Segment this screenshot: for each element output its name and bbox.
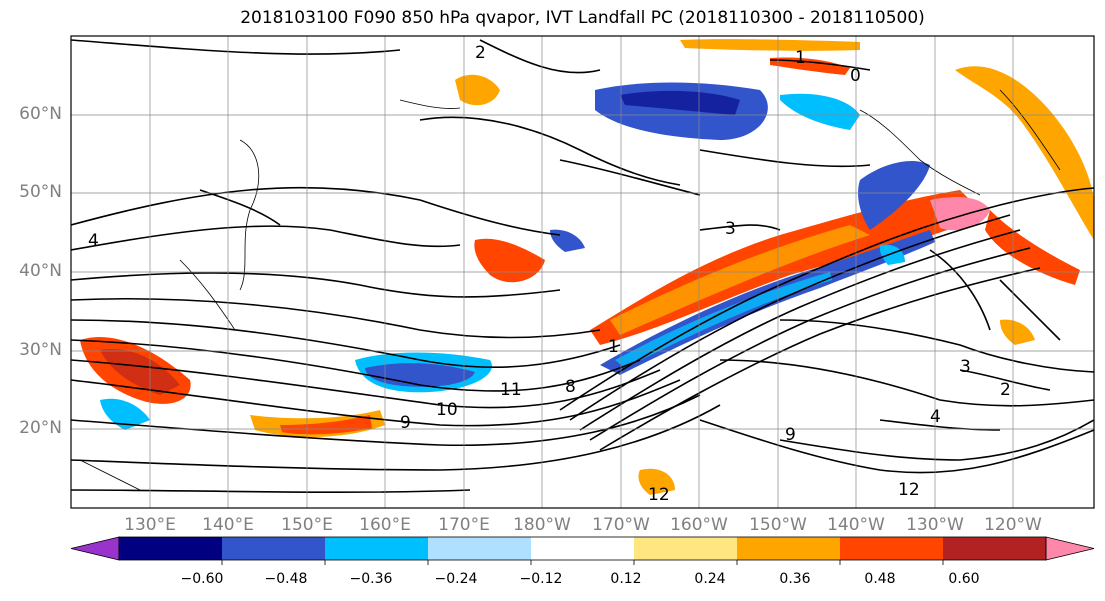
lon-label: 130°W [906, 515, 964, 535]
lon-label: 160°E [359, 515, 411, 535]
graticule [71, 36, 1094, 508]
colorbar-segment [737, 537, 841, 560]
contour-label: 1 [795, 48, 806, 68]
lon-label: 150°W [749, 515, 807, 535]
lon-label: 170°W [592, 515, 650, 535]
contour-label: 2 [1000, 380, 1011, 400]
colorbar-tick-label: 0.36 [779, 571, 811, 587]
contour-label: 1 [608, 337, 619, 357]
colorbar-segment [840, 537, 944, 560]
contour-label: 4 [88, 231, 99, 251]
colorbar-segment [943, 537, 1047, 560]
colorbar-segment [428, 537, 532, 560]
colorbar-tick-label: 0.24 [694, 571, 726, 587]
colorbar-extend-min [70, 536, 120, 561]
contour-labels: 1 0 2 3 4 8 9 10 11 12 1 2 3 4 9 12 [88, 43, 1011, 505]
colorbar-segment [325, 537, 429, 560]
colorbar-tick-label: −0.12 [519, 571, 563, 587]
colorbar-tick-label: −0.24 [434, 571, 478, 587]
lat-label-60: 60°N [19, 104, 62, 124]
colorbar-tick-label: 0.12 [610, 571, 642, 587]
lon-label: 140°E [202, 515, 254, 535]
lon-label: 120°W [984, 515, 1042, 535]
contour-label: 10 [436, 400, 458, 420]
lon-label: 170°E [438, 515, 490, 535]
lat-label-20: 20°N [19, 418, 62, 438]
lon-label: 160°W [670, 515, 728, 535]
colorbar-tick-label: −0.36 [349, 571, 393, 587]
colorbar-segment [634, 537, 738, 560]
lat-label-40: 40°N [19, 261, 62, 281]
colorbar-tick-label: −0.60 [180, 571, 224, 587]
lon-label: 180°W [513, 515, 571, 535]
contour-label: 3 [725, 219, 736, 239]
lon-label: 130°E [124, 515, 176, 535]
lon-label: 140°W [827, 515, 885, 535]
colorbar-segments [70, 536, 1095, 561]
contour-label: 11 [500, 380, 522, 400]
colorbar-segment [119, 537, 223, 560]
colorbar-segment [531, 537, 635, 560]
colorbar-ticks [221, 560, 944, 565]
contour-label: 0 [850, 66, 861, 86]
contour-label: 9 [785, 425, 796, 445]
contour-label: 12 [648, 485, 670, 505]
colorbar-extend-max [1045, 536, 1095, 561]
ivt-contours [71, 39, 1094, 494]
lat-label-50: 50°N [19, 182, 62, 202]
colorbar-tick-label: −0.48 [264, 571, 308, 587]
colorbar-segment [222, 537, 326, 560]
contour-label: 2 [475, 43, 486, 63]
contour-label: 8 [565, 377, 576, 397]
contour-label: 12 [898, 480, 920, 500]
contour-label: 4 [930, 407, 941, 427]
contour-label: 3 [960, 357, 971, 377]
lat-label-30: 30°N [19, 340, 62, 360]
colorbar-tick-label: 0.60 [948, 571, 980, 587]
positive-anomaly-shading [80, 39, 1094, 495]
plot-title: 2018103100 F090 850 hPa qvapor, IVT Land… [240, 8, 925, 28]
coastlines [79, 89, 1061, 491]
lon-label: 150°E [281, 515, 333, 535]
colorbar-tick-label: 0.48 [864, 571, 896, 587]
colorbar-outline [118, 536, 1047, 561]
contour-label: 9 [400, 413, 411, 433]
